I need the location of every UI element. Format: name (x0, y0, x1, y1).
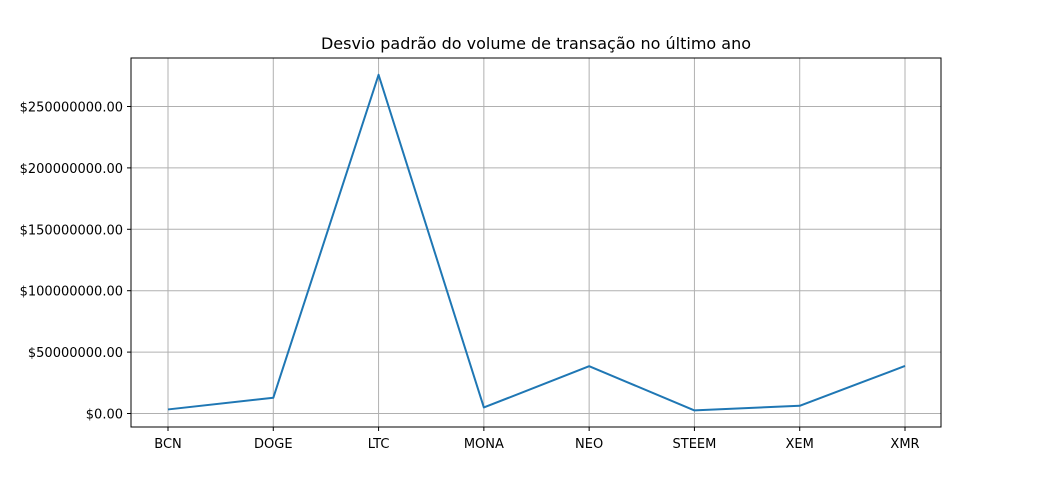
data-point (904, 365, 906, 367)
y-tick-label: $250000000.00 (20, 101, 123, 116)
x-tick-label: STEEM (673, 437, 717, 452)
series-line (167, 73, 906, 412)
x-tick-label: LTC (368, 437, 390, 452)
data-point (483, 406, 485, 408)
x-tick-label: MONA (464, 437, 504, 452)
x-tick-label: DOGE (254, 437, 293, 452)
grid (131, 58, 941, 427)
y-tick-label: $50000000.00 (28, 346, 123, 361)
data-point (588, 365, 590, 367)
data-point (272, 397, 274, 399)
y-tick-label: $100000000.00 (20, 285, 123, 300)
x-tick-label: XMR (890, 437, 919, 452)
data-point (799, 405, 801, 407)
chart-title: Desvio padrão do volume de transação no … (321, 34, 751, 53)
axis-ticks: BCN DOGE LTC MONA NEO STEEM XEM XMR $0.00 $500000… (20, 101, 920, 452)
y-tick-label: $0.00 (86, 407, 123, 422)
y-tick-label: $150000000.00 (20, 223, 123, 238)
x-tick-label: BCN (154, 437, 182, 452)
y-tick-label: $200000000.00 (20, 162, 123, 177)
series-layer (167, 73, 906, 412)
data-point (378, 74, 380, 76)
data-point (693, 409, 695, 411)
x-tick-label: XEM (786, 437, 814, 452)
x-tick-label: NEO (575, 437, 603, 452)
plot-frame (130, 57, 942, 428)
data-point (167, 408, 169, 410)
